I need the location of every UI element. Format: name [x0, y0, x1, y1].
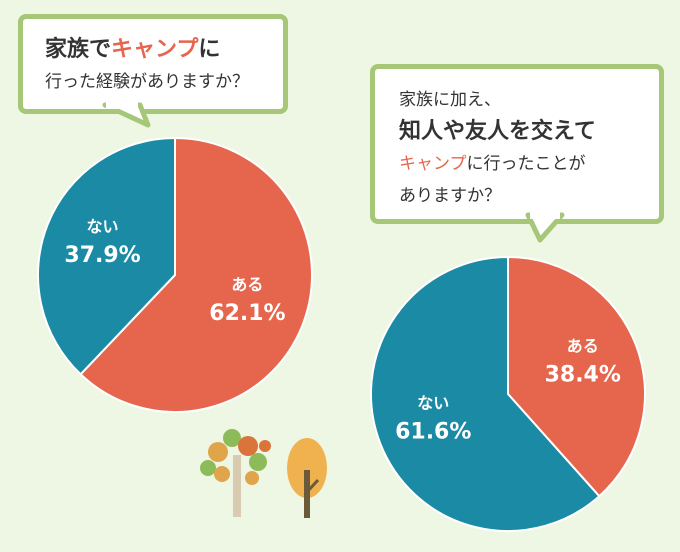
pie-1-slice-nai: [37, 136, 176, 376]
question-2-line-1: 家族に加え、: [399, 90, 501, 110]
pie-2-label-nai: ない: [417, 394, 449, 413]
pie-2-label-aru: ある: [567, 336, 599, 355]
pie-1-slice-aru: [79, 136, 313, 413]
tree-illustration-left: [200, 429, 271, 517]
pie-1-value-nai: 37.9%: [64, 243, 140, 268]
question-1-line-1: 家族でキャンプに: [45, 37, 221, 62]
pie-2-value-aru: 38.4%: [545, 362, 621, 387]
pie-chart-2: ある 38.4% ない 61.6%: [370, 255, 646, 532]
pie-1-value-aru: 62.1%: [209, 301, 285, 326]
tree-illustration-right: [287, 438, 327, 518]
question-2-line-4: ありますか？: [399, 186, 501, 206]
question-2-line-3: キャンプに行ったことが: [399, 154, 586, 174]
question-2-line-2: 知人や友人を交えて: [399, 119, 596, 144]
pie-2-value-nai: 61.6%: [395, 420, 471, 445]
pie-1-label-aru: ある: [231, 275, 263, 294]
question-bubble-2: 家族に加え、 知人や友人を交えて キャンプに行ったことが ありますか？: [370, 64, 664, 224]
pie-chart-1: ある 62.1% ない 37.9%: [37, 136, 313, 413]
pie-2-slice-aru: [507, 255, 646, 498]
question-1-line-2: 行った経験がありますか？: [45, 72, 249, 92]
question-bubble-1: 家族でキャンプに 行った経験がありますか？: [18, 14, 288, 114]
bubble-1-tail-mask: [106, 101, 138, 109]
bubble-2-tail-mask: [530, 211, 560, 219]
pie-1-label-nai: ない: [87, 217, 119, 236]
question-1-highlight: キャンプ: [111, 37, 199, 62]
pie-2-slice-nai: [370, 255, 601, 532]
question-2-highlight: キャンプ: [399, 154, 467, 174]
